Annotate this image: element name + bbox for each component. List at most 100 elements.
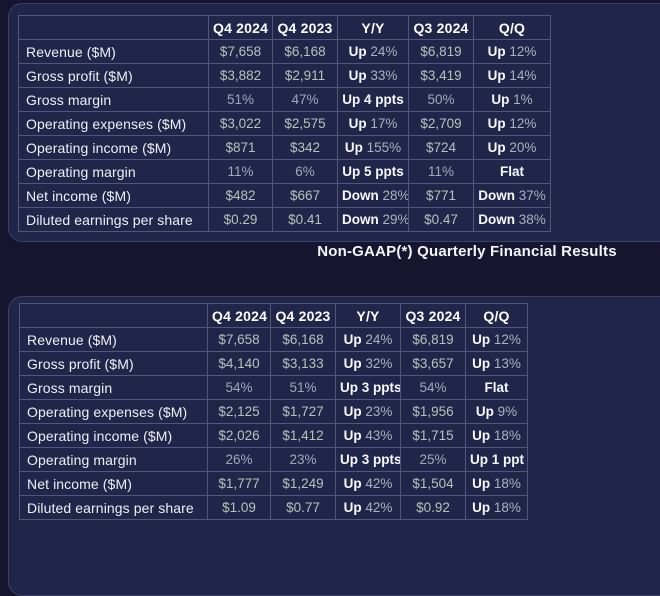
row-label: Gross profit ($M) [18,63,209,88]
value-cell: $1,715 [400,423,466,448]
value-cell: $2,911 [272,63,338,88]
column-header: Q4 2023 [272,15,338,40]
value-cell: 11% [208,159,273,184]
value-cell: $0.47 [408,207,474,232]
table-row: Operating income ($M) $871 $342 Up 155% $724… [18,135,551,160]
value-cell: $7,658 [208,39,273,64]
row-label: Net income ($M) [19,471,208,496]
value-cell: $342 [272,135,338,160]
column-header: Q4 2024 [208,15,273,40]
value-cell: Up 17% [337,111,409,136]
value-cell: 54% [400,375,466,400]
value-cell: $3,133 [270,351,336,376]
section-title: Non-GAAP(*) Quarterly Financial Results [317,243,617,260]
value-cell: Up 1 ppt [465,447,528,472]
column-header: Q4 2023 [270,303,336,328]
value-cell: Up 1% [473,87,551,112]
value-cell: Up 13% [465,351,528,376]
row-label-header [19,303,208,328]
value-cell: 47% [272,87,338,112]
row-label: Operating income ($M) [19,423,208,448]
value-cell: $0.29 [208,207,273,232]
value-cell: $3,419 [408,63,474,88]
table-row: Operating margin 11% 6% Up 5 ppts 11% Flat [18,159,551,184]
row-label: Operating margin [18,159,209,184]
value-cell: Up 42% [335,471,401,496]
row-label: Diluted earnings per share [19,495,208,520]
row-label: Operating income ($M) [18,135,209,160]
value-cell: $871 [208,135,273,160]
value-cell: Up 12% [473,39,551,64]
value-cell: Up 42% [335,495,401,520]
value-cell: $6,168 [272,39,338,64]
value-cell: $6,819 [400,327,466,352]
value-cell: 26% [207,447,271,472]
value-cell: $6,168 [270,327,336,352]
table-row: Gross profit ($M) $4,140 $3,133 Up 32% $3,65… [19,351,528,376]
value-cell: $0.41 [272,207,338,232]
value-cell: 50% [408,87,474,112]
value-cell: Up 3 ppts [335,447,401,472]
value-cell: Up 4 ppts [337,87,409,112]
value-cell: $2,026 [207,423,271,448]
value-cell: $3,657 [400,351,466,376]
value-cell: Down 37% [473,183,551,208]
value-cell: $724 [408,135,474,160]
non-gaap-quarterly-results-table: Q4 2024 Q4 2023 Y/Y Q3 2024 Q/Q Revenue ($M)… [19,303,528,520]
value-cell: Down 28% [337,183,409,208]
value-cell: $1,412 [270,423,336,448]
value-cell: 54% [207,375,271,400]
value-cell: Up 12% [473,111,551,136]
table-row: Operating expenses ($M) $2,125 $1,727 Up 23… [19,399,528,424]
row-label: Revenue ($M) [19,327,208,352]
value-cell: Up 155% [337,135,409,160]
value-cell: $2,709 [408,111,474,136]
row-label-header [18,15,209,40]
value-cell: Up 23% [335,399,401,424]
value-cell: 51% [208,87,273,112]
value-cell: Flat [473,159,551,184]
table-row: Net income ($M) $1,777 $1,249 Up 42% $1,504 U… [19,471,528,496]
value-cell: $771 [408,183,474,208]
value-cell: 6% [272,159,338,184]
column-header: Q4 2024 [207,303,271,328]
value-cell: $2,125 [207,399,271,424]
value-cell: $1,956 [400,399,466,424]
value-cell: 25% [400,447,466,472]
value-cell: $1,777 [207,471,271,496]
column-header: Y/Y [335,303,401,328]
row-label: Net income ($M) [18,183,209,208]
table-row: Gross margin 51% 47% Up 4 ppts 50% Up 1% [18,87,551,112]
row-label: Operating expenses ($M) [19,399,208,424]
value-cell: 51% [270,375,336,400]
column-header: Y/Y [337,15,409,40]
value-cell: Up 24% [335,327,401,352]
value-cell: Down 29% [337,207,409,232]
column-header: Q3 2024 [400,303,466,328]
table-row: Operating expenses ($M) $3,022 $2,575 Up 17… [18,111,551,136]
value-cell: Up 12% [465,327,528,352]
value-cell: Up 14% [473,63,551,88]
value-cell: $6,819 [408,39,474,64]
value-cell: $482 [208,183,273,208]
row-label: Operating margin [19,447,208,472]
row-label: Gross margin [18,87,209,112]
value-cell: Up 33% [337,63,409,88]
value-cell: 11% [408,159,474,184]
table-row: Revenue ($M) $7,658 $6,168 Up 24% $6,819 Up 1… [18,39,551,64]
value-cell: $7,658 [207,327,271,352]
table-row: Operating margin 26% 23% Up 3 ppts 25% Up 1 p… [19,447,528,472]
value-cell: Up 20% [473,135,551,160]
value-cell: $1,504 [400,471,466,496]
value-cell: $1.09 [207,495,271,520]
value-cell: Up 18% [465,495,528,520]
value-cell: 23% [270,447,336,472]
value-cell: Up 43% [335,423,401,448]
table-row: Diluted earnings per share $1.09 $0.77 Up 4… [19,495,528,520]
row-label: Revenue ($M) [18,39,209,64]
value-cell: Up 18% [465,423,528,448]
value-cell: $667 [272,183,338,208]
table-row: Gross profit ($M) $3,882 $2,911 Up 33% $3,41… [18,63,551,88]
gaap-quarterly-results-table: Q4 2024 Q4 2023 Y/Y Q3 2024 Q/Q Revenue ($M)… [18,15,551,232]
row-label: Operating expenses ($M) [18,111,209,136]
